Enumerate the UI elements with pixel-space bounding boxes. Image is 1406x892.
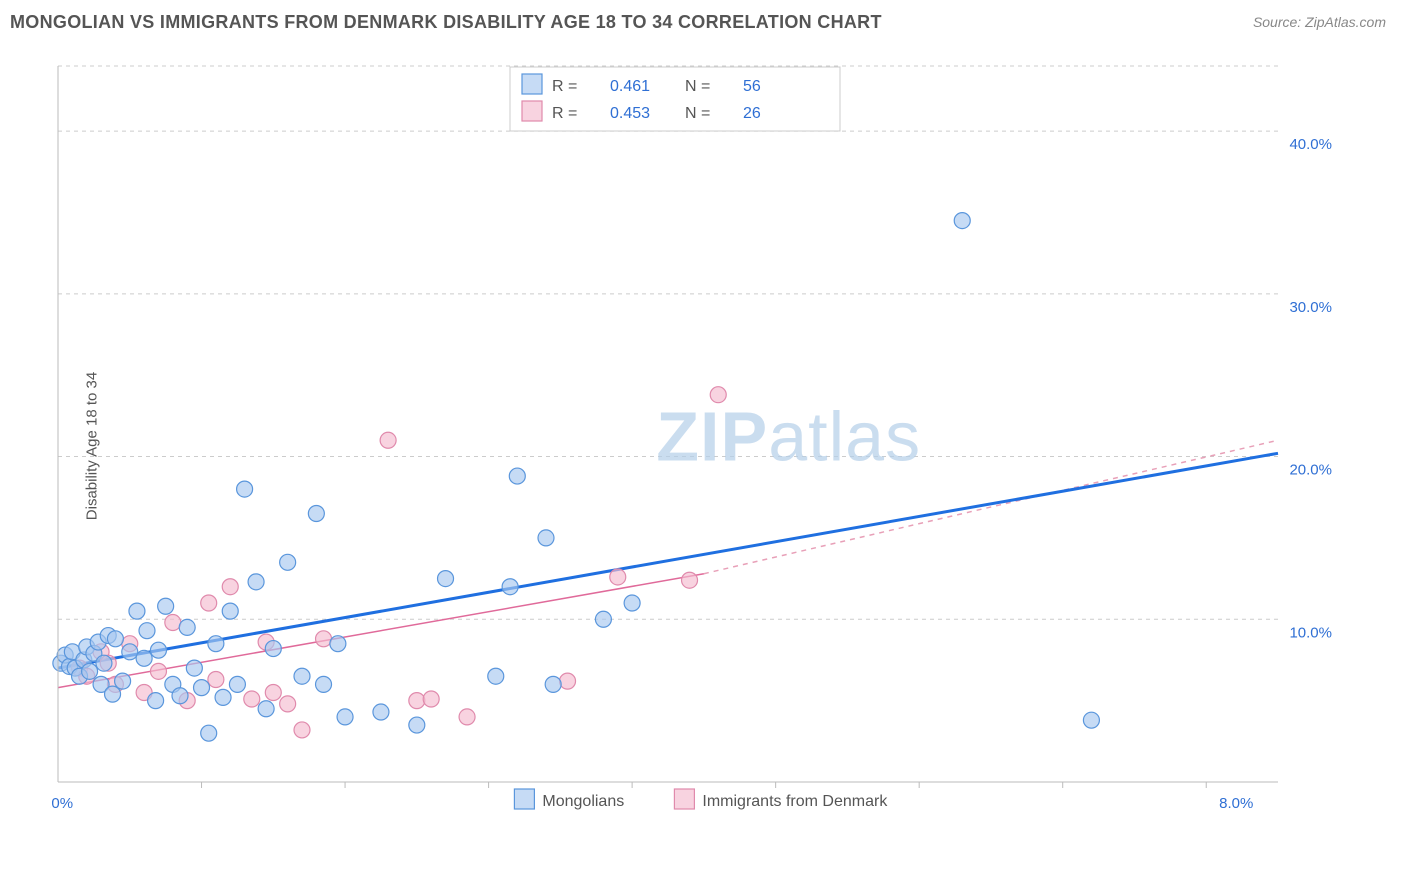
data-point	[105, 686, 121, 702]
data-point	[682, 572, 698, 588]
data-point	[409, 717, 425, 733]
legend-r-value: 0.461	[610, 78, 650, 95]
data-point	[215, 689, 231, 705]
data-point	[280, 696, 296, 712]
data-point	[459, 709, 475, 725]
data-point	[208, 671, 224, 687]
data-point	[229, 676, 245, 692]
data-point	[538, 530, 554, 546]
source-attribution: Source: ZipAtlas.com	[1253, 14, 1386, 30]
data-point	[201, 725, 217, 741]
data-point	[258, 701, 274, 717]
data-point	[373, 704, 389, 720]
data-point	[129, 603, 145, 619]
data-point	[115, 673, 131, 689]
data-point	[265, 685, 281, 701]
data-point	[954, 213, 970, 229]
legend-r-value: 0.453	[610, 105, 650, 122]
data-point	[186, 660, 202, 676]
legend-swatch	[522, 101, 542, 121]
y-tick-label: 40.0%	[1289, 136, 1332, 153]
data-point	[509, 468, 525, 484]
data-point	[624, 595, 640, 611]
data-point	[265, 641, 281, 657]
data-point	[148, 693, 164, 709]
data-point	[710, 387, 726, 403]
chart-container: MONGOLIAN VS IMMIGRANTS FROM DENMARK DIS…	[0, 0, 1406, 892]
data-point	[330, 636, 346, 652]
data-point	[107, 631, 123, 647]
data-point	[610, 569, 626, 585]
data-point	[222, 603, 238, 619]
legend-top: R = 0.461 N = 56 R = 0.453 N = 26	[510, 67, 840, 131]
data-point	[158, 598, 174, 614]
data-point	[201, 595, 217, 611]
data-point	[165, 615, 181, 631]
legend-swatch	[522, 74, 542, 94]
data-point	[316, 631, 332, 647]
data-point	[179, 619, 195, 635]
legend-series-label: Mongolians	[542, 793, 624, 810]
data-point	[308, 506, 324, 522]
data-point	[172, 688, 188, 704]
data-point	[337, 709, 353, 725]
data-point	[139, 623, 155, 639]
legend-n-label: N =	[685, 105, 710, 122]
data-point	[380, 432, 396, 448]
y-tick-label: 20.0%	[1289, 462, 1332, 479]
data-point	[409, 693, 425, 709]
data-point	[502, 579, 518, 595]
source-value: ZipAtlas.com	[1305, 14, 1386, 30]
y-tick-label: 30.0%	[1289, 299, 1332, 316]
data-point	[222, 579, 238, 595]
chart-title: MONGOLIAN VS IMMIGRANTS FROM DENMARK DIS…	[10, 12, 882, 33]
data-point	[438, 571, 454, 587]
data-point	[96, 655, 112, 671]
source-label: Source:	[1253, 14, 1305, 30]
scatter-plot: 10.0% 20.0% 30.0% 40.0% ZIPatlas 0.0% 8.0% R = 0…	[50, 62, 1340, 814]
y-tick-label: 10.0%	[1289, 624, 1332, 641]
legend-series-label: Immigrants from Denmark	[702, 793, 888, 810]
watermark: ZIPatlas	[656, 398, 921, 476]
data-point	[294, 722, 310, 738]
data-point	[294, 668, 310, 684]
data-point	[488, 668, 504, 684]
data-point	[248, 574, 264, 590]
legend-n-label: N =	[685, 78, 710, 95]
data-point	[280, 554, 296, 570]
data-point	[316, 676, 332, 692]
legend-swatch	[514, 789, 534, 809]
data-point	[208, 636, 224, 652]
data-point	[560, 673, 576, 689]
legend-r-label: R =	[552, 105, 577, 122]
data-point	[595, 611, 611, 627]
data-point	[423, 691, 439, 707]
data-point	[82, 663, 98, 679]
data-point	[545, 676, 561, 692]
x-tick-label: 8.0%	[1219, 795, 1253, 812]
data-point	[136, 650, 152, 666]
data-point	[1083, 712, 1099, 728]
data-point	[150, 642, 166, 658]
x-tick-label: 0.0%	[50, 795, 73, 812]
legend-bottom: Mongolians Immigrants from Denmark	[514, 789, 888, 810]
legend-n-value: 26	[743, 105, 761, 122]
legend-swatch	[674, 789, 694, 809]
data-point	[244, 691, 260, 707]
data-point	[194, 680, 210, 696]
legend-r-label: R =	[552, 78, 577, 95]
data-point	[237, 481, 253, 497]
data-point	[150, 663, 166, 679]
data-point	[122, 644, 138, 660]
legend-n-value: 56	[743, 78, 761, 95]
